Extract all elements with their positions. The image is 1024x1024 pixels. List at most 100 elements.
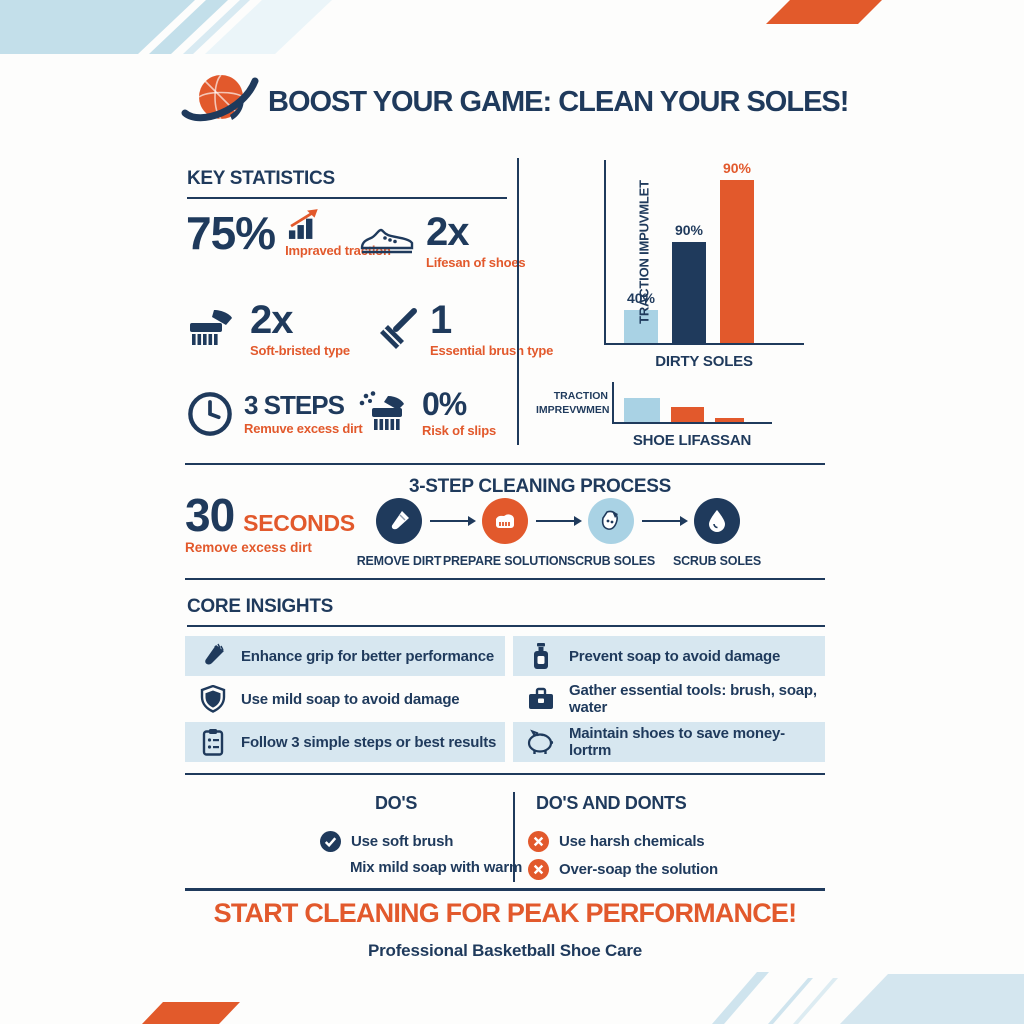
insight-item: Gather essential tools: brush, soap, wat… [513,679,825,719]
bar [624,398,660,422]
insight-item: Enhance grip for better performance [185,636,505,676]
process-step: SCRUB SOLES [673,498,761,568]
shield-icon [198,685,228,713]
insight-item: Prevent soap to avoid damage [513,636,825,676]
dos-item: Mix mild soap with warm [320,859,522,876]
step-circle [482,498,528,544]
donts-item: Over-soap the solution [528,859,718,880]
water-drop-icon [709,510,725,532]
footer-subtitle: Professional Basketball Shoe Care [367,941,642,960]
stat-improved-traction: 75% Impraved traction [186,208,391,258]
stat-caption: Soft-bristed type [250,343,350,358]
footer-cta: START CLEANING FOR PEAK PERFORMANCE! [213,898,798,928]
spray-brush-icon [359,391,404,430]
stat-value: 3 STEPS [244,390,345,420]
soap-icon [496,514,514,528]
chart-y-axis-label: TRACTION IMPREVWMEN [536,390,610,416]
stat-caption: Impraved traction [285,243,391,258]
step-circle [694,498,740,544]
process-step: SCRUB SOLES [567,498,655,568]
process-steps: REMOVE DIRT PREPARE SOLUTION [357,498,761,568]
check-icon [320,831,341,852]
bar-value-label: 90% [722,160,752,176]
basketball-logo-icon [181,74,259,122]
key-statistics-heading: KEY STATISTICS [187,168,507,199]
arrow-right-icon [642,516,688,526]
step-circle [376,498,422,544]
insight-item: Maintain shoes to save money-lortrm [513,722,825,762]
lifespan-bar-chart: TRACTION IMPREVWMEN SHOE LIFASSAN [536,382,772,449]
section-divider [185,888,825,891]
angled-brush-icon [379,308,417,350]
section-divider [185,463,825,465]
step-label: SCRUB SOLES [566,554,656,568]
bar-value-label: 40% [626,290,656,307]
stat-caption: Lifesan of shoes [426,255,526,270]
donts-item-text: Over-soap the solution [559,861,718,878]
stat-risk-of-slips: 0% Risk of slips [358,388,496,438]
section-divider [185,578,825,580]
dos-item: Use soft brush [320,831,522,852]
dos-item-text: Use soft brush [351,833,454,850]
seconds-value: 30 [185,489,235,541]
page-title: BOOST YOUR GAME: CLEAN YOUR SOLES! [268,86,849,118]
stat-value: 2x [426,210,470,254]
insight-item: Use mild soap to avoid damage [185,679,505,719]
donts-item-text: Use harsh chemicals [559,833,705,850]
step-label: REMOVE DIRT [356,554,442,568]
cross-icon [528,859,549,880]
bar-group: 90% [672,160,706,343]
sneaker-icon [360,228,414,254]
dos-item-text: Mix mild soap with warm [350,859,523,876]
arrow-right-icon [430,516,476,526]
stat-value: 0% [422,386,467,422]
bar [671,406,704,422]
section-divider [185,773,825,775]
bar-group: 90% [720,160,754,343]
step-label: SCRUB SOLES [672,554,762,568]
hand-brush-icon [190,310,232,345]
stat-value: 1 [430,298,452,342]
stat-value: 2x [250,298,293,342]
seconds-caption: Remove excess dirt [185,540,312,555]
arrow-right-icon [536,516,582,526]
stat-value: 75% [186,207,276,259]
insight-text: Maintain shoes to save money-lortrm [569,725,785,759]
donts-item: Use harsh chemicals [528,831,718,852]
process-step: PREPARE SOLUTION [443,498,567,568]
stat-3-steps: 3 STEPS Remuve excess dirt [186,390,363,438]
bottle-icon [526,642,556,670]
step-circle [588,498,634,544]
bar [624,310,658,343]
traction-bar-chart: TRACTION IMPUVMLET 40% 90% 90% DIRTY SOL… [604,160,804,370]
toolbox-icon [526,686,556,712]
chart-x-axis-label: DIRTY SOLES [655,353,753,370]
donts-list: Use harsh chemicals Over-soap the soluti… [528,824,718,880]
cross-icon [528,831,549,852]
insight-text: Enhance grip for better performance [241,647,495,665]
stats-chart-divider [517,158,519,445]
step-label: PREPARE SOLUTION [442,554,568,568]
stat-caption: Risk of slips [422,423,496,438]
clipboard-icon [198,728,228,756]
stat-caption: Essential brush type [430,343,554,358]
piggy-bank-icon [526,729,556,755]
brush-icon [198,643,228,669]
stat-soft-bristle: 2x Soft-bristed type [186,300,350,358]
insight-text: Prevent soap to avoid damage [569,647,781,665]
bar [720,180,754,343]
clock-icon [188,392,232,436]
brush-icon [391,511,409,530]
bar-group: 40% [624,160,658,343]
bar-value-label: 90% [674,222,704,239]
chart-y-axis-label: TRACTION IMPUVMLET [636,179,652,324]
insight-text: Gather essential tools: brush, soap, wat… [569,682,817,716]
stat-shoe-lifespan: 2x Lifesan of shoes [358,210,526,270]
insight-text: Follow 3 simple steps or best results [241,733,497,751]
core-insights-heading: CORE INSIGHTS [187,596,825,627]
dos-donts-divider [513,792,515,882]
seconds-stat: 30 SECONDS Remove excess dirt [185,492,355,555]
insight-text: Use mild soap to avoid damage [241,690,460,708]
